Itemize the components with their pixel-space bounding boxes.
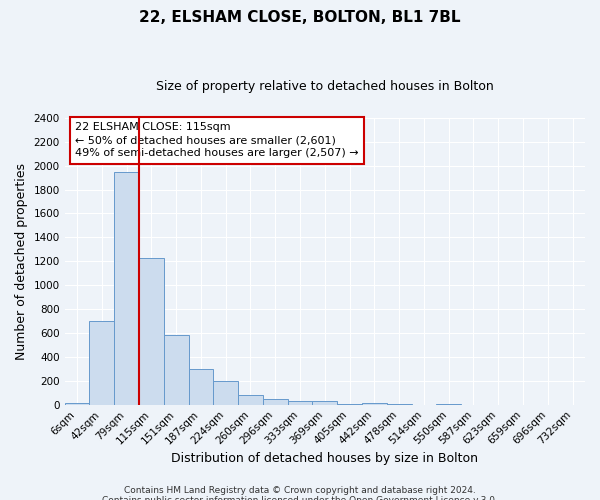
Bar (238, 395, 263, 404)
Bar (362, 403, 387, 404)
X-axis label: Distribution of detached houses by size in Bolton: Distribution of detached houses by size … (172, 452, 478, 465)
Y-axis label: Number of detached properties: Number of detached properties (15, 163, 28, 360)
Bar (89, 321, 114, 404)
Bar (287, 401, 313, 404)
Bar (263, 400, 287, 404)
Bar (114, 172, 139, 404)
Bar (164, 336, 188, 404)
Bar (214, 381, 238, 404)
Bar (188, 369, 214, 404)
Text: Contains public sector information licensed under the Open Government Licence v.: Contains public sector information licen… (102, 496, 498, 500)
Bar (313, 401, 337, 404)
Bar (65, 403, 89, 404)
Text: 22 ELSHAM CLOSE: 115sqm
← 50% of detached houses are smaller (2,601)
49% of semi: 22 ELSHAM CLOSE: 115sqm ← 50% of detache… (75, 122, 359, 158)
Text: Contains HM Land Registry data © Crown copyright and database right 2024.: Contains HM Land Registry data © Crown c… (124, 486, 476, 495)
Bar (139, 258, 164, 404)
Text: 22, ELSHAM CLOSE, BOLTON, BL1 7BL: 22, ELSHAM CLOSE, BOLTON, BL1 7BL (139, 10, 461, 25)
Title: Size of property relative to detached houses in Bolton: Size of property relative to detached ho… (156, 80, 494, 93)
